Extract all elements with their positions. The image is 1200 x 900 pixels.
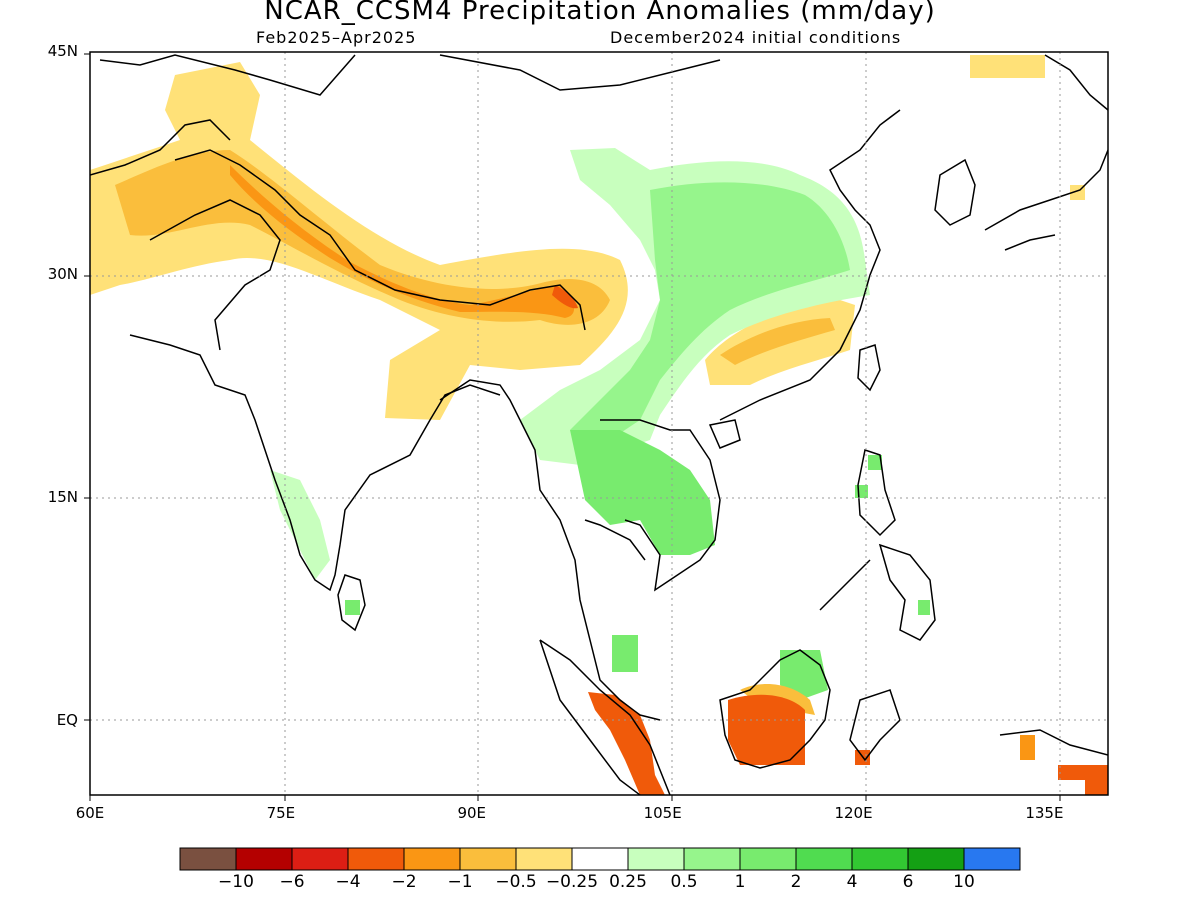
korea (934, 158, 976, 226)
luzon (857, 449, 896, 537)
colorbar-tick-label: 0.25 (609, 872, 647, 892)
dry-anomaly-korea (970, 55, 1045, 78)
colorbar-tick-label: −2 (391, 872, 417, 892)
afghanistan-border (90, 119, 231, 176)
dry-anomaly-strong (230, 165, 575, 318)
colorbar-swatch (739, 847, 797, 871)
visayas-mindanao (878, 543, 936, 641)
wet-anomaly-indochina (570, 430, 715, 555)
sulawesi (849, 689, 901, 762)
borneo (719, 649, 831, 769)
colorbar-tick-label: 4 (846, 872, 858, 892)
colorbar (179, 847, 1021, 871)
colorbar-swatch (515, 847, 573, 871)
colorbar-swatch (403, 847, 461, 871)
lon-label: 120E (834, 804, 873, 822)
wet-anomaly-moderate (570, 182, 850, 455)
colorbar-swatch (291, 847, 349, 871)
colorbar-swatch (683, 847, 741, 871)
lat-label: 30N (47, 264, 78, 283)
mongolia-border (439, 54, 721, 91)
figure-title: NCAR_CCSM4 Precipitation Anomalies (mm/d… (264, 0, 936, 26)
colorbar-swatch (459, 847, 517, 871)
lon-label: 90E (457, 804, 487, 822)
japan (984, 149, 1108, 251)
map-frame (89, 51, 1109, 796)
himalaya-border (174, 149, 586, 331)
gulf-of-thailand (584, 519, 646, 561)
colorbar-tick-label: −0.5 (495, 872, 537, 892)
colorbar-tick-label: 10 (953, 872, 975, 892)
colorbar-tick-label: −10 (218, 872, 254, 892)
hainan (708, 419, 741, 449)
wet-anomaly-india (270, 470, 330, 580)
wet-anomaly-sumatra (612, 635, 638, 672)
colorbar-tick-label: 1 (734, 872, 746, 892)
wet-anomaly-mindanao (918, 600, 930, 615)
dry-anomaly-light (90, 62, 628, 420)
sumatra-west (539, 639, 641, 795)
initial-conditions: December2024 initial conditions (610, 28, 902, 47)
lon-label: 60E (75, 804, 105, 822)
lat-label: 45N (47, 42, 78, 60)
sumatra (539, 639, 671, 795)
colorbar-tick-label: −4 (335, 872, 361, 892)
india-coast (129, 334, 501, 592)
lon-label: 105E (643, 804, 682, 822)
anomaly-fields (90, 55, 1108, 795)
pakistan-border (149, 199, 281, 351)
palawan (819, 559, 871, 611)
taiwan (857, 344, 881, 392)
dry-anomaly-papua (1020, 735, 1035, 760)
dry-anomaly-china-moderate (720, 318, 835, 365)
colorbar-swatch (571, 847, 629, 871)
colorbar-tick-label: 0.5 (670, 872, 698, 892)
indochina-east-coast (600, 419, 721, 592)
colorbar-swatch (347, 847, 405, 871)
lon-label: 135E (1025, 804, 1064, 822)
lon-label: 75E (266, 804, 296, 822)
lat-label: EQ (56, 710, 78, 729)
lat-label: 15N (47, 487, 78, 506)
colorbar-tick-label: −6 (279, 872, 305, 892)
central-asia-border (99, 54, 356, 96)
colorbar-swatch (851, 847, 909, 871)
colorbar-swatch (795, 847, 853, 871)
colorbar-swatch (907, 847, 965, 871)
dry-anomaly-papua-east (1058, 765, 1108, 795)
colorbar-swatch (963, 847, 1021, 871)
colorbar-tick-label: −1 (447, 872, 473, 892)
new-guinea (999, 729, 1108, 756)
colorbar-tick-label: −0.25 (545, 872, 599, 892)
colorbar-tick-label: 6 (902, 872, 914, 892)
wet-anomaly-srilanka (345, 600, 360, 615)
graticule (90, 52, 1108, 795)
dry-anomaly-sumatra (588, 692, 665, 795)
colorbar-swatch (235, 847, 293, 871)
wet-anomaly-luzon (868, 455, 882, 470)
forecast-period: Feb2025–Apr2025 (256, 28, 417, 47)
colorbar-swatch (627, 847, 685, 871)
china-coast (719, 109, 901, 421)
colorbar-swatch (179, 847, 237, 871)
bangladesh-coast (439, 379, 521, 421)
dry-anomaly-borneo (728, 694, 805, 765)
dry-anomaly-moderate (115, 150, 610, 325)
colorbar-tick-label: 2 (790, 872, 802, 892)
coastlines-and-borders (90, 54, 1108, 795)
srilanka-coast (337, 574, 366, 632)
dry-anomaly-core (552, 285, 578, 309)
axis-ticks (84, 53, 1061, 801)
japan-north (1044, 54, 1108, 111)
indochina-coast (519, 419, 661, 721)
